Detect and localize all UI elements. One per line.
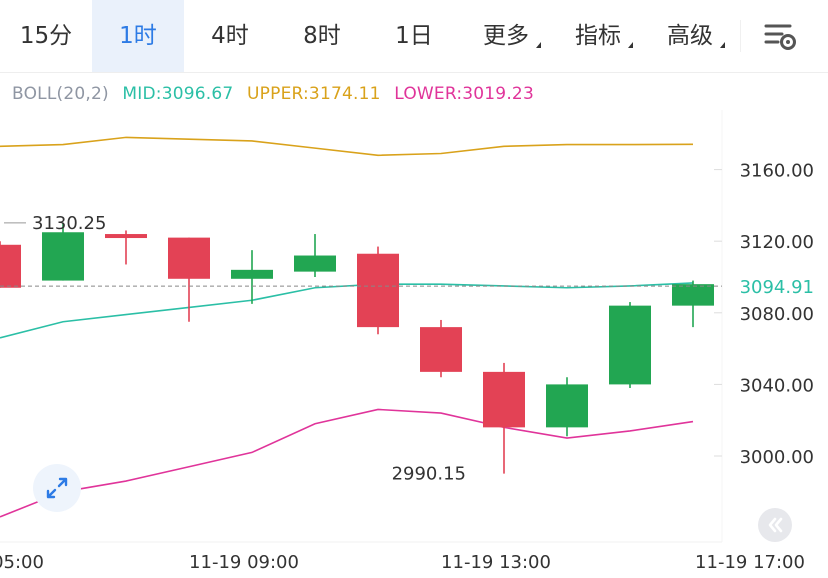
tab-indicators[interactable]: 指标 [552,0,644,72]
boll-lower-value: LOWER:3019.23 [394,84,534,104]
expand-chart-button[interactable] [33,464,81,512]
expand-arrows-icon [46,477,68,499]
candle-body[interactable] [42,232,84,281]
candle-body[interactable] [672,284,714,306]
boll-mid-value: MID:3096.67 [122,84,234,104]
candle-body[interactable] [0,244,21,288]
x-tick-label: 11-19 17:00 [695,552,805,573]
tab-indicators-label: 指标 [575,23,621,49]
tab-1day[interactable]: 1日 [395,23,433,49]
scroll-to-latest-icon [768,517,783,533]
high-marker-label: 3130.25 [32,213,106,234]
candle-body[interactable] [105,234,147,239]
caret-down-icon [536,42,541,48]
y-tick-label: 3040.00 [740,375,814,396]
current-price-tag [724,271,828,302]
y-tick-label: 3080.00 [740,304,814,325]
tab-8hour[interactable]: 8时 [303,23,341,49]
candle-body[interactable] [609,305,651,385]
candle-body[interactable] [231,269,273,279]
boll-lower-line [0,408,694,518]
boll-upper-value: UPPER:3174.11 [247,84,381,104]
current-price-label: 3094.91 [740,277,814,298]
chart-settings-button[interactable] [760,18,800,54]
tab-divider [740,20,741,52]
candle-body[interactable] [420,327,462,372]
tab-more[interactable]: 更多 [460,0,552,72]
caret-down-icon [628,42,633,48]
x-tick-label: 11-19 13:00 [441,552,551,573]
y-tick-label: 3000.00 [740,447,814,468]
tab-1hour[interactable]: 1时 [92,0,184,72]
y-tick-label: 3160.00 [740,161,814,182]
scroll-to-latest-button[interactable] [758,508,792,542]
candle-body[interactable] [168,237,210,279]
low-marker-label: 2990.15 [392,464,466,485]
tab-15min[interactable]: 15分 [19,23,73,49]
candle-body[interactable] [357,253,399,328]
settings-sliders-gear-icon [764,24,796,50]
boll-indicator-legend: BOLL(20,2) MID:3096.67 UPPER:3174.11 LOW… [12,84,542,104]
y-tick-label: 3120.00 [740,232,814,253]
boll-name: BOLL(20,2) [12,84,109,104]
candle-body[interactable] [546,384,588,428]
caret-down-icon [720,42,725,48]
tab-more-label: 更多 [483,23,529,49]
tab-advanced[interactable]: 高级 [644,0,736,72]
candle-body[interactable] [483,371,525,428]
boll-mid-line [0,282,694,339]
x-tick-label: 11-19 09:00 [189,552,299,573]
boll-upper-line [0,136,694,157]
timeframe-tab-bar: 15分 1时 4时 8时 1日 更多 指标 高级 [0,0,828,73]
candle-body[interactable] [294,255,336,272]
tab-advanced-label: 高级 [667,23,713,49]
x-tick-label: 05:00 [0,552,44,573]
tab-4hour[interactable]: 4时 [211,23,249,49]
